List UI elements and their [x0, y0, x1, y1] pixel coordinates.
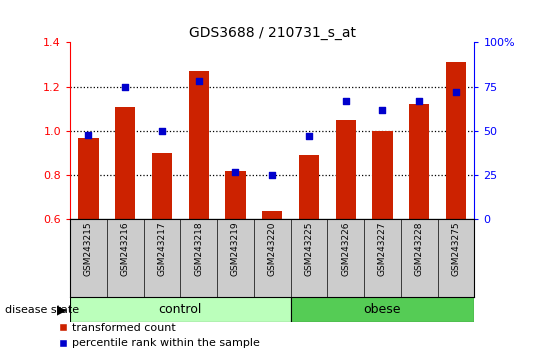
Point [415, 98, 424, 104]
Bar [189, 71, 209, 219]
Point [305, 133, 313, 139]
Text: GSM243219: GSM243219 [231, 222, 240, 276]
Text: GSM243220: GSM243220 [268, 222, 277, 276]
FancyBboxPatch shape [291, 297, 474, 322]
Text: GSM243225: GSM243225 [305, 222, 314, 276]
Point [157, 128, 166, 134]
Bar [78, 138, 99, 219]
Text: obese: obese [364, 303, 401, 316]
Text: GSM243216: GSM243216 [121, 222, 130, 276]
FancyBboxPatch shape [70, 297, 291, 322]
Bar [225, 171, 246, 219]
Bar [299, 155, 319, 219]
Point [195, 79, 203, 84]
Point [268, 172, 277, 178]
Bar [262, 211, 282, 219]
Bar [336, 120, 356, 219]
Text: GSM243218: GSM243218 [194, 222, 203, 276]
Point [452, 89, 460, 95]
Point [231, 169, 240, 175]
Bar [446, 62, 466, 219]
Bar [115, 107, 135, 219]
Text: GSM243226: GSM243226 [341, 222, 350, 276]
Point [84, 132, 93, 137]
Text: GSM243217: GSM243217 [157, 222, 167, 276]
Text: GSM243227: GSM243227 [378, 222, 387, 276]
Bar [372, 131, 392, 219]
Bar [152, 153, 172, 219]
Point [341, 98, 350, 104]
Title: GDS3688 / 210731_s_at: GDS3688 / 210731_s_at [189, 26, 356, 40]
Legend: transformed count, percentile rank within the sample: transformed count, percentile rank withi… [59, 323, 260, 348]
Bar [409, 104, 429, 219]
Text: control: control [158, 303, 202, 316]
Point [378, 107, 387, 113]
Point [121, 84, 129, 90]
Text: GSM243215: GSM243215 [84, 222, 93, 276]
Text: GSM243228: GSM243228 [414, 222, 424, 276]
Text: GSM243275: GSM243275 [452, 222, 460, 276]
Text: ▶: ▶ [57, 303, 66, 316]
Text: disease state: disease state [5, 305, 83, 315]
